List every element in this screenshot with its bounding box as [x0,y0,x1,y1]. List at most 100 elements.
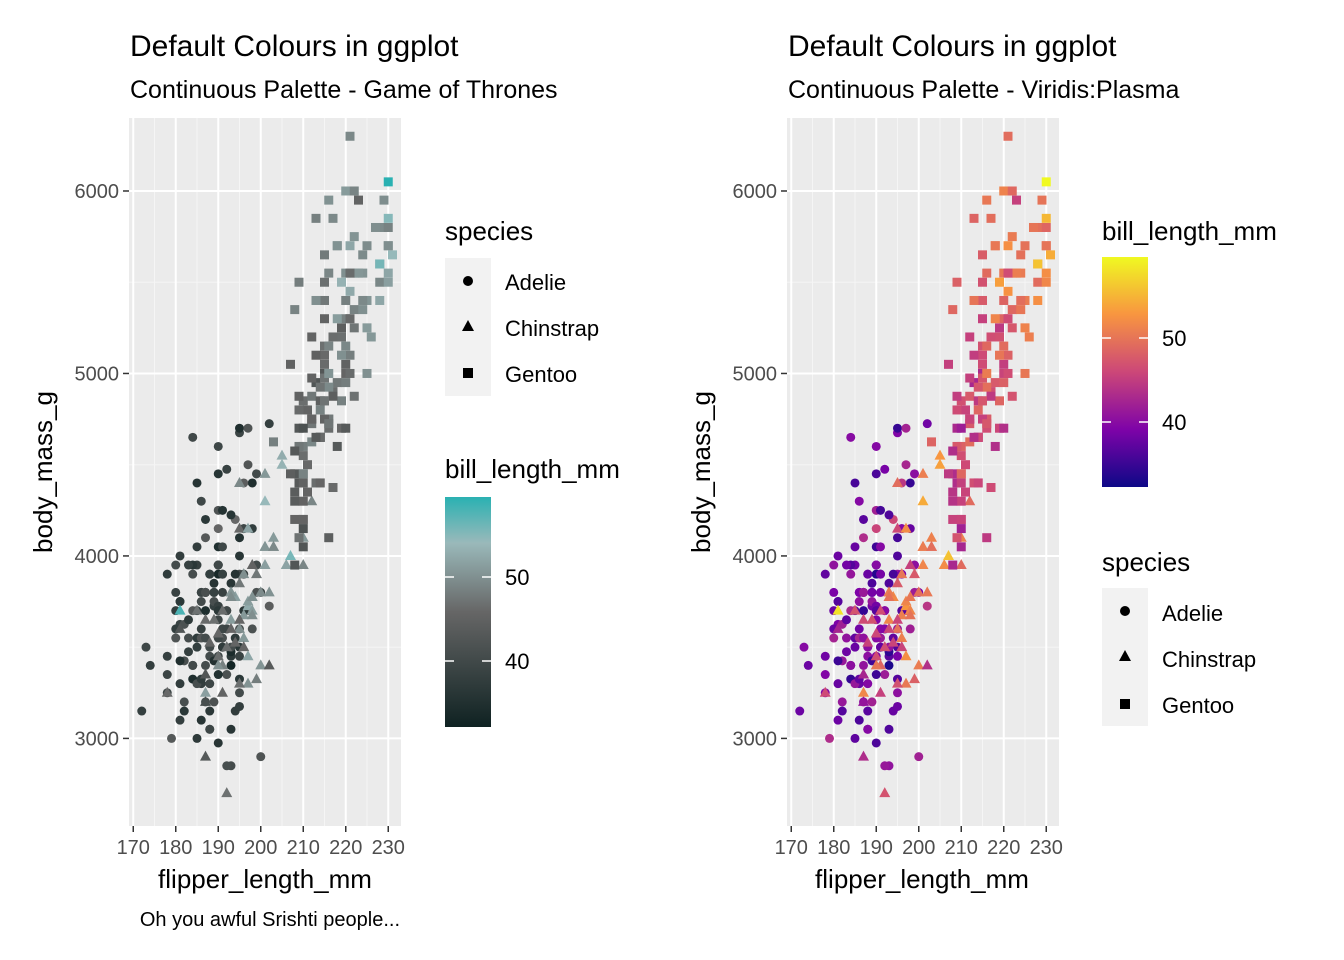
point-adelie [799,642,809,652]
point-gentoo [290,305,300,315]
y-tick-label: 6000 [75,181,120,203]
point-adelie [893,701,902,711]
point-adelie [235,551,244,561]
point-chinstrap [870,627,882,638]
point-gentoo [978,414,987,424]
y-tick-label: 4000 [733,546,778,568]
legend-key-chinstrap [462,320,474,331]
point-gentoo [1020,368,1030,378]
x-tick-label: 230 [1030,837,1063,859]
colorbar-label-40: 40 [505,649,529,674]
point-adelie [235,701,244,711]
point-gentoo [294,441,304,451]
point-adelie [901,423,911,433]
point-chinstrap [896,632,908,643]
point-gentoo [375,277,385,287]
point-adelie [179,697,189,707]
point-chinstrap [875,604,886,615]
point-gentoo [995,350,1004,360]
point-adelie [846,660,856,670]
point-gentoo [315,405,325,415]
point-adelie [884,578,894,588]
point-chinstrap [255,586,267,597]
point-adelie [201,533,210,543]
point-adelie [213,560,223,570]
point-gentoo [1007,305,1017,315]
point-chinstrap [251,673,262,684]
legend-label-chinstrap: Chinstrap [1162,647,1256,672]
point-gentoo [978,396,987,406]
point-adelie [829,587,839,597]
point-chinstrap [238,641,250,652]
point-chinstrap [904,609,916,620]
point-adelie [863,706,873,716]
point-chinstrap [174,622,186,633]
point-gentoo [969,432,979,442]
point-gentoo [320,314,329,324]
y-axis-ticks: 3000 4000 5000 6000 [733,181,787,750]
point-gentoo [320,350,329,360]
legend-key-adelie [463,276,473,286]
point-gentoo [969,350,979,360]
x-tick-label: 190 [202,837,235,859]
point-gentoo [1041,222,1051,232]
point-adelie [264,601,274,611]
point-gentoo [298,524,308,534]
point-gentoo [986,332,996,342]
point-chinstrap [900,522,912,533]
point-chinstrap [242,522,254,533]
point-gentoo [307,437,317,447]
point-adelie [837,706,847,716]
point-gentoo [961,487,970,497]
point-adelie [213,738,223,748]
point-adelie [175,597,185,607]
point-gentoo [1007,323,1017,333]
point-chinstrap [917,559,929,570]
point-gentoo [978,359,987,369]
point-gentoo [349,186,359,196]
y-axis-ticks: 3000 4000 5000 6000 [75,181,129,750]
point-adelie [893,651,902,661]
x-tick-label: 230 [372,837,405,859]
point-adelie [905,624,915,634]
point-chinstrap [234,577,245,588]
point-gentoo [978,250,987,260]
point-gentoo [337,396,346,406]
point-adelie [205,569,215,579]
point-adelie [201,587,210,597]
point-adelie [884,724,894,734]
point-chinstrap [892,677,903,688]
point-adelie [184,633,193,643]
point-gentoo [345,131,355,141]
point-gentoo [341,186,351,196]
point-gentoo [956,524,966,534]
point-gentoo [303,405,312,415]
point-gentoo [349,391,359,401]
point-chinstrap [174,604,186,615]
point-adelie [871,670,881,680]
point-gentoo [341,378,351,388]
point-adelie [252,469,261,479]
point-gentoo [982,341,992,351]
point-gentoo [320,250,329,260]
point-adelie [184,615,193,625]
point-gentoo [341,341,351,351]
point-adelie [162,670,172,680]
point-adelie [829,560,839,570]
point-gentoo [332,314,342,324]
point-gentoo [324,268,334,278]
point-adelie [192,542,202,552]
point-gentoo [371,222,380,232]
point-gentoo [986,387,996,397]
point-chinstrap [917,540,929,551]
point-adelie [205,679,215,689]
point-gentoo [952,441,962,451]
point-gentoo [298,496,308,506]
point-gentoo [986,483,996,493]
point-gentoo [337,332,346,342]
point-gentoo [965,391,975,401]
point-chinstrap [238,568,250,579]
legend-title: species [1102,547,1190,577]
point-gentoo [973,382,983,392]
point-gentoo [320,295,329,305]
